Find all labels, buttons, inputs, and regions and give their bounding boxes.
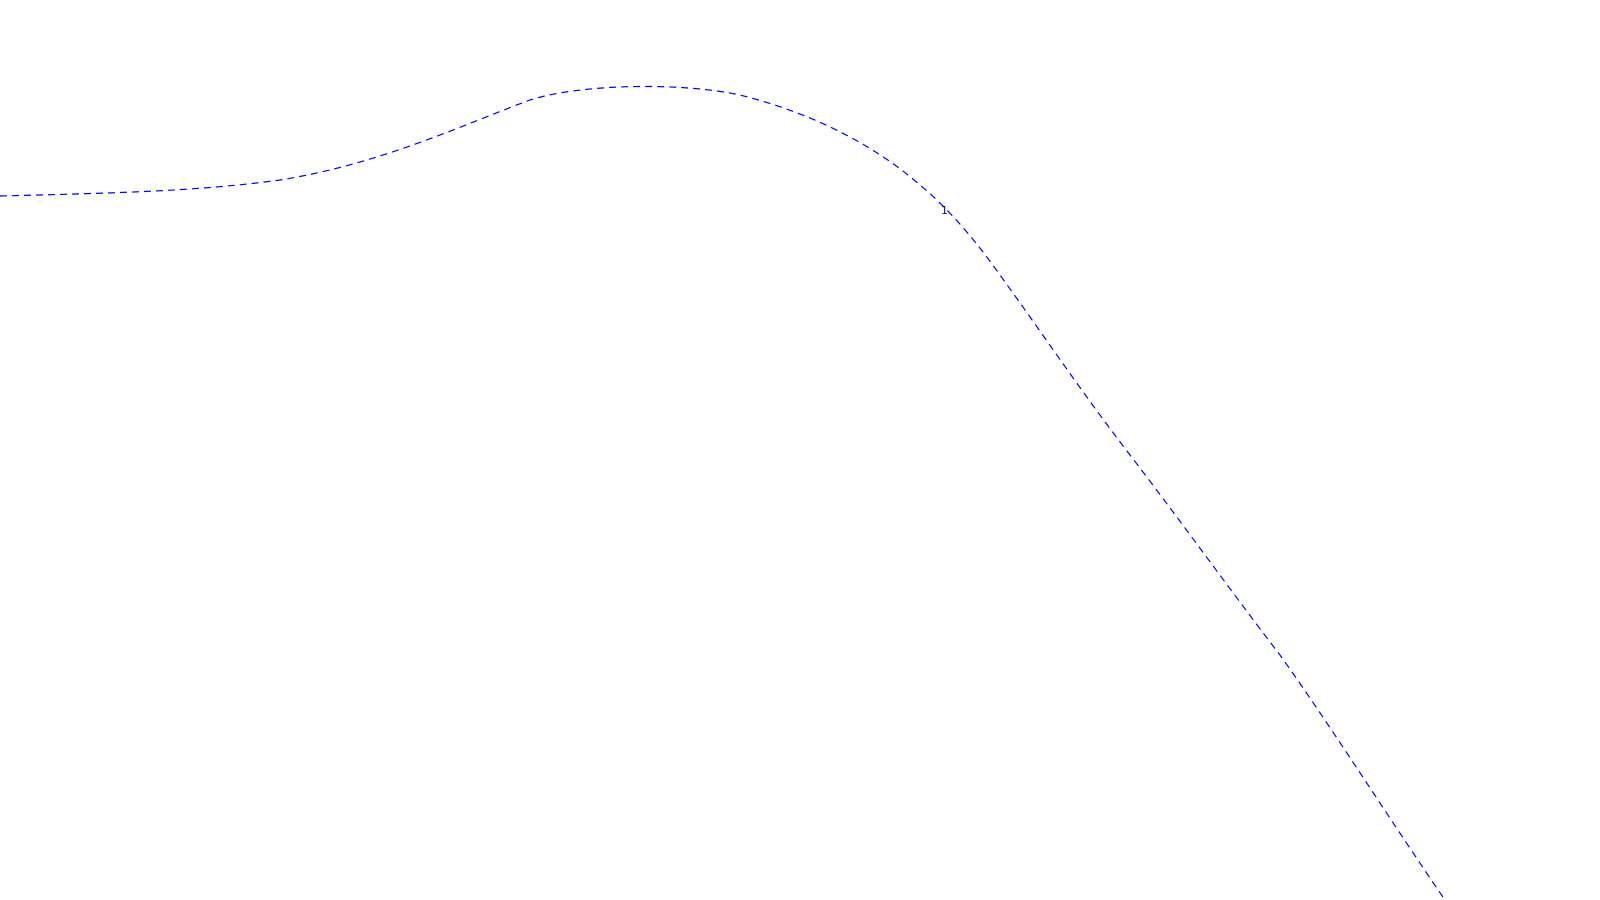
dashed-route-line [0,85,1446,900]
route-number-label: 1 [941,204,948,217]
